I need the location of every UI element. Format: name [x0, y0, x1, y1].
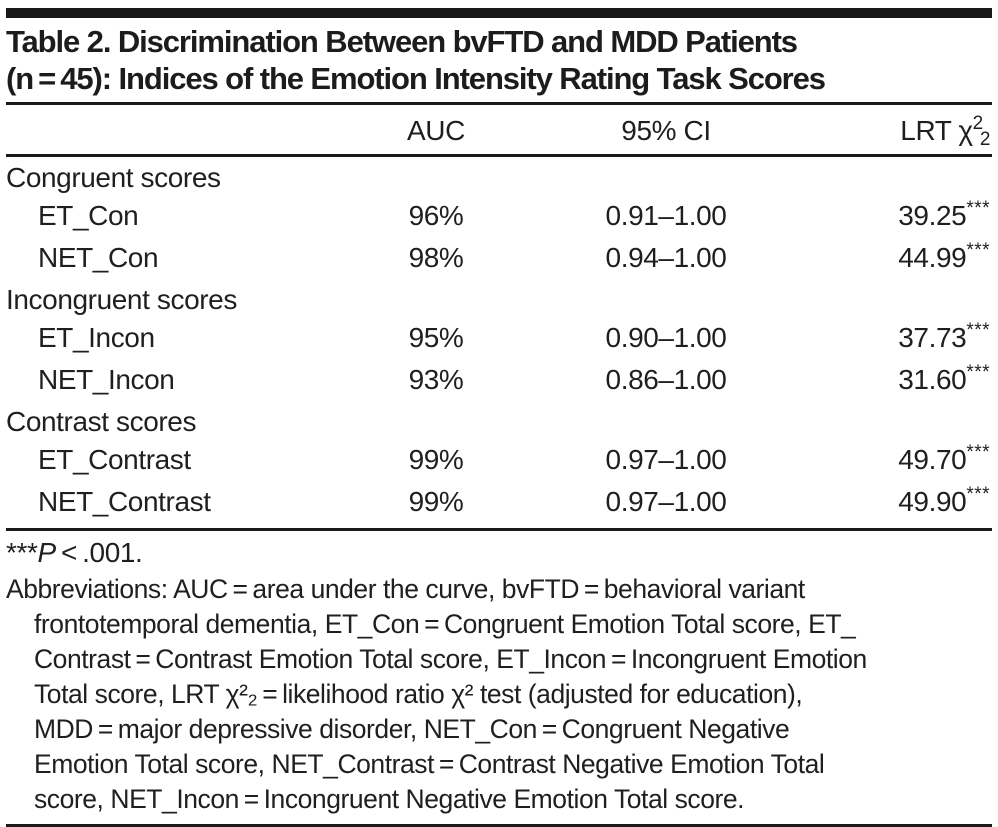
table-body: Congruent scores ET_Con 96% 0.91–1.00 39…: [6, 157, 992, 528]
abbreviations-line: Total score, LRT χ²₂ = likelihood ratio …: [34, 679, 803, 709]
lrt-value: 39.25***: [898, 198, 990, 231]
column-header-ci: 95% CI: [621, 115, 711, 146]
auc-value: 98%: [408, 242, 464, 273]
p-symbol: P: [37, 537, 57, 568]
ci-value: 0.91–1.00: [605, 200, 727, 231]
abbreviations-line: frontotemporal dementia, ET_Con = Congru…: [34, 609, 856, 639]
lrt-value: 44.99***: [898, 240, 990, 273]
significance-note: ***P < .001.: [6, 534, 992, 571]
abbreviations-line: Abbreviations: AUC = area under the curv…: [6, 574, 805, 604]
table-figure: Table 2. Discrimination Between bvFTD an…: [6, 8, 992, 827]
lrt-value: 37.73***: [898, 320, 990, 353]
auc-value: 99%: [408, 444, 464, 475]
ci-value: 0.97–1.00: [605, 444, 727, 475]
section-row-congruent: Congruent scores: [6, 159, 992, 197]
table-row: ET_Contrast 99% 0.97–1.00 49.70***: [6, 441, 992, 483]
header-rule: [6, 154, 992, 157]
significance-note-stars: ***: [6, 537, 38, 568]
row-label: ET_Contrast: [38, 444, 191, 475]
section-row-contrast: Contrast scores: [6, 403, 992, 441]
column-header-lrt: LRT χ22: [821, 113, 992, 150]
abbreviations-line: Contrast = Contrast Emotion Total score,…: [34, 644, 867, 674]
lrt-value: 31.60***: [898, 362, 990, 395]
body-bottom-rule: [6, 528, 992, 531]
lrt-value: 49.90***: [898, 484, 990, 517]
significance-note-threshold: < .001.: [55, 537, 143, 568]
lrt-chi-subscript: 2: [979, 129, 991, 150]
abbreviations-line: MDD = major depressive disorder, NET_Con…: [34, 714, 790, 744]
row-label: NET_Incon: [38, 364, 175, 395]
row-label: ET_Incon: [38, 322, 155, 353]
column-header-auc: AUC: [407, 115, 465, 146]
table-title-line2: (n = 45): Indices of the Emotion Intensi…: [6, 61, 826, 96]
ci-value: 0.86–1.00: [605, 364, 727, 395]
significance-stars: ***: [966, 320, 990, 341]
section-label: Incongruent scores: [6, 284, 237, 315]
significance-stars: ***: [966, 362, 990, 383]
section-label: Contrast scores: [6, 406, 197, 437]
auc-value: 93%: [408, 364, 464, 395]
auc-value: 96%: [408, 200, 464, 231]
table-row: NET_Contrast 99% 0.97–1.00 49.90***: [6, 483, 992, 525]
ci-value: 0.97–1.00: [605, 486, 727, 517]
table-title: Table 2. Discrimination Between bvFTD an…: [6, 23, 992, 97]
row-label: NET_Contrast: [38, 486, 211, 517]
auc-value: 99%: [408, 486, 464, 517]
table-row: ET_Con 96% 0.91–1.00 39.25***: [6, 197, 992, 239]
table-row: ET_Incon 95% 0.90–1.00 37.73***: [6, 319, 992, 361]
lrt-value: 49.70***: [898, 442, 990, 475]
ci-value: 0.94–1.00: [605, 242, 727, 273]
table-title-line1: Table 2. Discrimination Between bvFTD an…: [6, 24, 798, 59]
significance-stars: ***: [966, 198, 990, 219]
table-row: NET_Incon 93% 0.86–1.00 31.60***: [6, 361, 992, 403]
table-row: NET_Con 98% 0.94–1.00 44.99***: [6, 239, 992, 281]
row-label: NET_Con: [38, 242, 159, 273]
top-rule: [6, 8, 992, 18]
ci-value: 0.90–1.00: [605, 322, 727, 353]
auc-value: 95%: [408, 322, 464, 353]
abbreviations-line: score, NET_Incon = Incongruent Negative …: [34, 784, 745, 814]
significance-stars: ***: [966, 240, 990, 261]
significance-stars: ***: [966, 484, 990, 505]
abbreviations: Abbreviations: AUC = area under the curv…: [6, 572, 992, 817]
title-rule: [6, 102, 992, 105]
table-header-row: AUC 95% CI LRT χ22: [6, 105, 992, 154]
row-label: ET_Con: [38, 200, 139, 231]
lrt-chi-label: LRT χ: [900, 115, 973, 146]
section-row-incongruent: Incongruent scores: [6, 281, 992, 319]
lrt-chi-superscript: 2: [972, 113, 984, 134]
abbreviations-line: Emotion Total score, NET_Contrast = Cont…: [34, 749, 825, 779]
significance-stars: ***: [966, 442, 990, 463]
section-label: Congruent scores: [6, 162, 221, 193]
